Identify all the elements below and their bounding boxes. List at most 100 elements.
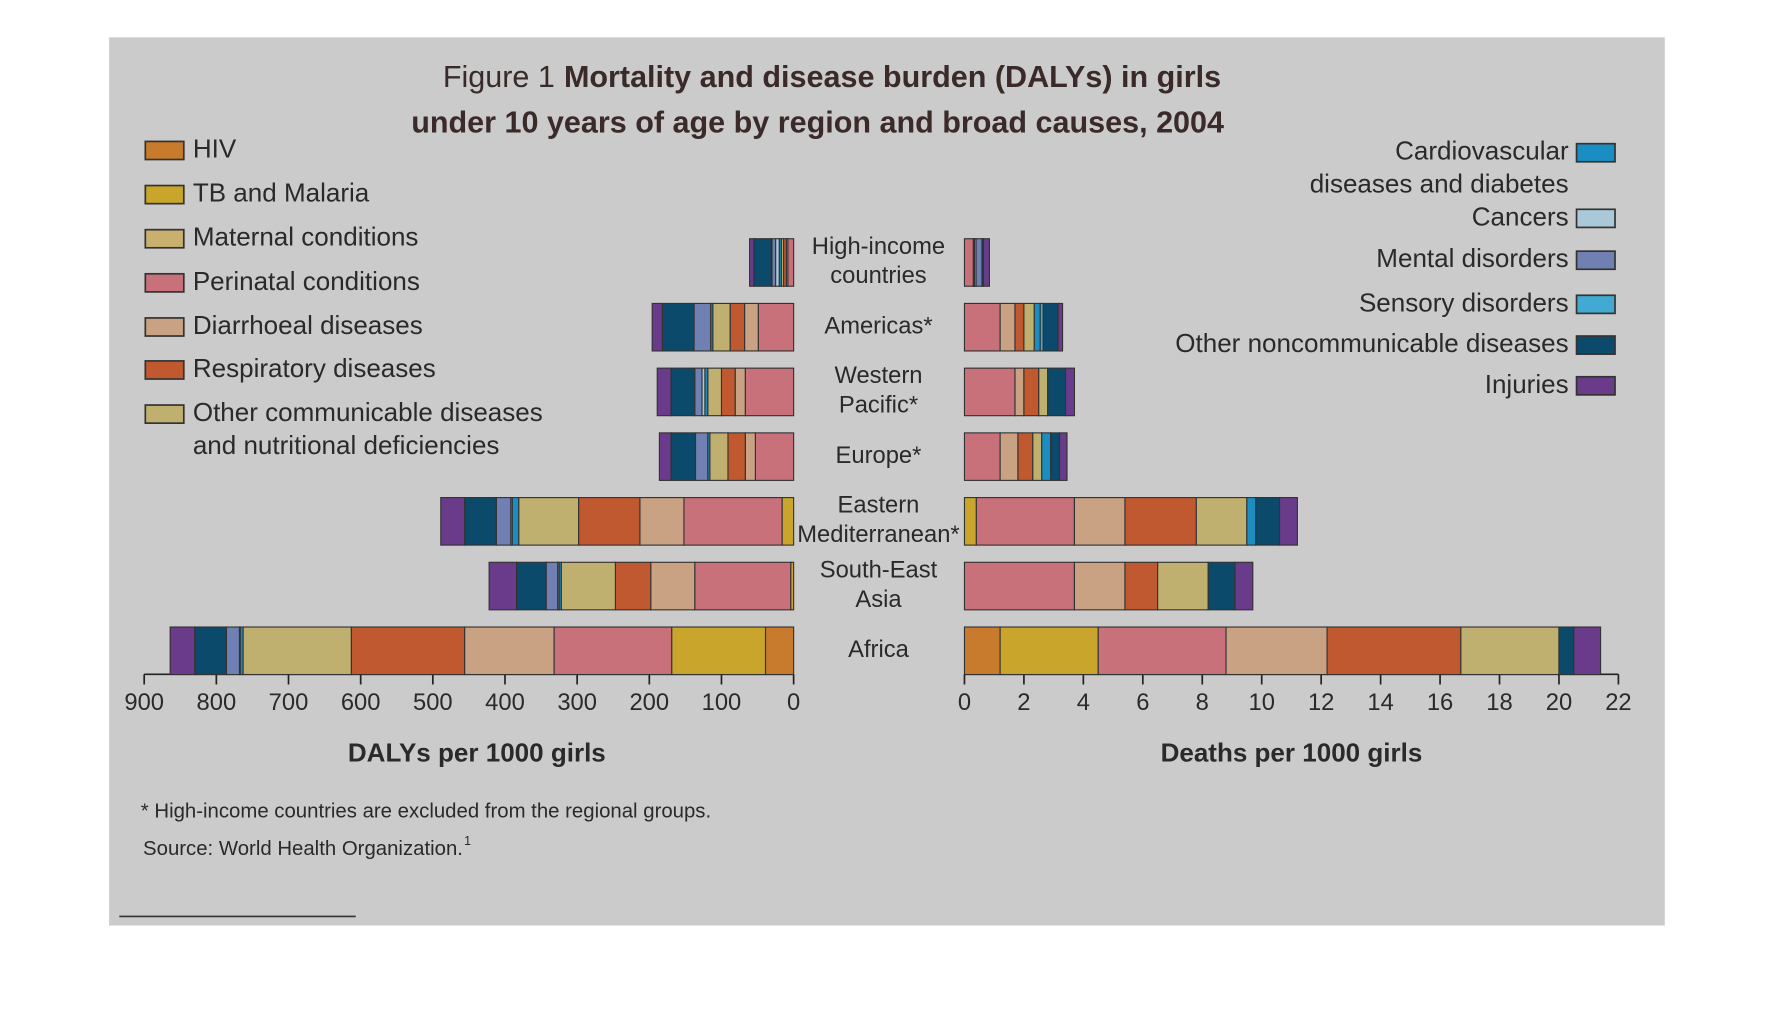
bar-segment: [720, 367, 736, 417]
bar-segment: [709, 432, 729, 481]
bar-segment: [744, 432, 756, 481]
x-tick-label: 12: [1308, 689, 1334, 716]
bar-segment: [1033, 302, 1041, 352]
bar-segment: [1195, 497, 1248, 546]
bar-segment: [671, 626, 767, 676]
bar-segment: [999, 626, 1099, 676]
bar-segment: [656, 367, 672, 417]
bar-segment: [1064, 367, 1076, 417]
legend-swatch: [144, 360, 185, 380]
bar-segment: [707, 367, 723, 417]
bar-segment: [1059, 432, 1068, 481]
bar-segment: [1050, 432, 1061, 481]
bar-segment: [1124, 497, 1197, 546]
bar-segment: [464, 626, 555, 676]
bar-segment: [1041, 432, 1052, 481]
bar-segment: [694, 432, 709, 481]
bar-segment: [670, 432, 697, 481]
x-tick-label: 6: [1136, 689, 1149, 716]
bar-segment: [963, 302, 1001, 352]
bar-segment: [787, 238, 795, 287]
legend-label: Sensory disorders: [1359, 287, 1569, 317]
bar-segment: [963, 561, 1076, 611]
x-tick-label: 800: [197, 689, 237, 716]
x-tick-label: 4: [1077, 689, 1090, 716]
bar-segment: [1073, 497, 1126, 546]
legend-swatch: [1575, 250, 1616, 271]
bar-segment: [1057, 302, 1064, 352]
bar-segment: [169, 626, 196, 676]
x-tick-label: 200: [629, 689, 669, 716]
legend-swatch: [1575, 142, 1616, 163]
bar-segment: [999, 302, 1016, 352]
bar-segment: [194, 626, 228, 676]
x-tick-label: 300: [557, 689, 597, 716]
bar-segment: [651, 302, 663, 352]
legend-swatch: [144, 404, 185, 424]
bar-segment: [1326, 626, 1462, 676]
panel-background: [109, 37, 1665, 926]
bar-segment: [1023, 302, 1035, 352]
bar-segment: [661, 302, 695, 352]
x-tick-label: 500: [413, 689, 453, 716]
legend-swatch: [144, 140, 185, 161]
bar-segment: [753, 238, 772, 287]
x-tick-label: 0: [958, 689, 971, 716]
x-tick-label: 10: [1249, 689, 1275, 716]
category-label: Africa: [848, 636, 910, 663]
bar-segment: [518, 497, 580, 546]
bar-segment: [488, 561, 518, 611]
bar-segment: [1023, 367, 1040, 417]
bar-segment: [545, 561, 559, 611]
bar-segment: [982, 238, 990, 287]
bar-segment: [744, 367, 795, 417]
legend-label: Injuries: [1485, 369, 1569, 399]
figure-label: Figure 1: [443, 60, 555, 94]
bar-segment: [1573, 626, 1602, 676]
legend-swatch: [1575, 208, 1616, 229]
category-label: Eastern Mediterranean*: [797, 492, 959, 548]
legend-label: Respiratory diseases: [193, 353, 436, 383]
x-tick-label: 0: [787, 689, 800, 716]
bar-segment: [1460, 626, 1560, 676]
x-tick-label: 2: [1017, 689, 1030, 716]
legend-label: Perinatal conditions: [193, 266, 420, 296]
legend-label: Diarrhoeal diseases: [193, 310, 423, 340]
legend-label: HIV: [193, 133, 237, 163]
bar-segment: [963, 497, 977, 546]
legend-label: Mental disorders: [1376, 243, 1568, 273]
bar-segment: [515, 561, 547, 611]
legend-label: TB and Malaria: [193, 177, 370, 207]
bar-segment: [963, 238, 974, 287]
bar-segment: [1246, 497, 1257, 546]
legend-swatch: [144, 272, 185, 293]
legend-swatch: [1575, 294, 1616, 315]
bar-segment: [1073, 561, 1126, 611]
x-tick-label: 700: [269, 689, 309, 716]
bar-segment: [242, 626, 352, 676]
bar-segment: [639, 497, 685, 546]
bar-segment: [1124, 561, 1159, 611]
bar-segment: [683, 497, 783, 546]
bar-segment: [1014, 367, 1025, 417]
legend-label: Maternal conditions: [193, 222, 419, 252]
bar-segment: [350, 626, 466, 676]
category-label: South-East Asia: [820, 557, 938, 613]
bar-segment: [764, 626, 795, 676]
x-axis-label: DALYs per 1000 girls: [348, 738, 606, 768]
x-tick-label: 18: [1486, 689, 1512, 716]
bar-segment: [1207, 561, 1236, 611]
bar-segment: [1047, 367, 1067, 417]
bar-segment: [749, 238, 755, 287]
bar-segment: [1038, 367, 1049, 417]
bar-segment: [693, 302, 712, 352]
bar-segment: [781, 497, 795, 546]
source-ref: 1: [464, 834, 471, 848]
bar-segment: [694, 367, 703, 417]
legend-label: Cardiovascular diseases and diabetes: [1310, 136, 1569, 199]
bar-segment: [225, 626, 241, 676]
source: Source: World Health Organization.: [143, 838, 463, 860]
bar-segment: [614, 561, 652, 611]
x-tick-label: 400: [485, 689, 525, 716]
